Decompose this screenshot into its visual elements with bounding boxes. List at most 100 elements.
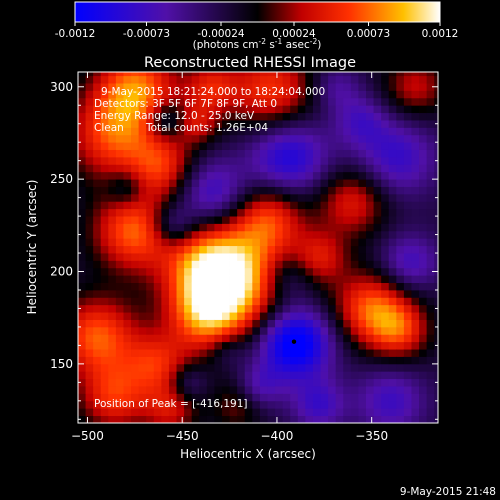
heatmap-cell [358, 363, 367, 372]
heatmap-cell [206, 142, 215, 150]
heatmap-cell [153, 253, 162, 261]
heatmap-cell [267, 186, 276, 195]
heatmap-cell [328, 216, 337, 224]
heatmap-cell [146, 83, 155, 91]
heatmap-cell [343, 386, 352, 394]
heatmap-cell [206, 105, 215, 114]
heatmap-cell [222, 275, 230, 283]
heatmap-cell [222, 230, 230, 239]
peak-position-label: Position of Peak = [-416,191] [94, 398, 248, 410]
heatmap-cell [214, 260, 223, 269]
heatmap-cell [191, 105, 200, 114]
heatmap-cell [78, 97, 86, 106]
heatmap-cell [335, 179, 344, 187]
heatmap-cell [403, 282, 412, 291]
heatmap-cell [335, 408, 344, 417]
heatmap-cell [93, 312, 102, 320]
heatmap-cell [176, 127, 185, 136]
heatmap-cell [108, 216, 117, 224]
heatmap-cell [214, 238, 223, 247]
heatmap-cell [199, 179, 208, 187]
heatmap-cell [146, 142, 155, 150]
heatmap-cell [214, 267, 223, 276]
heatmap-cell [252, 208, 261, 217]
heatmap-cell [153, 267, 162, 276]
heatmap-cell [320, 216, 329, 224]
heatmap-cell [335, 134, 344, 143]
heatmap-cell [138, 179, 147, 187]
heatmap-cell [222, 253, 230, 261]
heatmap-cell [259, 216, 268, 224]
heatmap-cell [373, 253, 382, 261]
heatmap-cell [381, 97, 390, 106]
heatmap-cell [366, 378, 374, 387]
heatmap-cell [199, 378, 208, 387]
heatmap-cell [161, 282, 170, 291]
heatmap-cell [290, 90, 299, 99]
heatmap-cell [350, 164, 359, 173]
heatmap-cell [153, 282, 162, 291]
heatmap-cell [168, 238, 177, 247]
heatmap-cell [411, 334, 420, 343]
heatmap-cell [153, 289, 162, 298]
heatmap-cell [328, 371, 337, 380]
heatmap-cell [108, 171, 117, 180]
heatmap-cell [350, 267, 359, 276]
heatmap-cell [388, 230, 397, 239]
heatmap-cell [434, 260, 438, 269]
heatmap-cell [373, 193, 382, 202]
heatmap-cell [350, 149, 359, 158]
heatmap-cell [366, 223, 374, 232]
heatmap-cell [252, 201, 261, 210]
heatmap-cell [320, 142, 329, 150]
heatmap-cell [222, 72, 230, 77]
heatmap-cell [176, 297, 185, 306]
heatmap-cell [252, 127, 261, 136]
heatmap-cell [123, 97, 132, 106]
heatmap-cell [222, 393, 230, 402]
heatmap-cell [381, 363, 390, 372]
heatmap-cell [373, 371, 382, 380]
heatmap-cell [426, 90, 435, 99]
heatmap-cell [426, 400, 435, 409]
heatmap-cell [358, 179, 367, 187]
heatmap-cell [297, 312, 306, 320]
heatmap-cell [184, 371, 193, 380]
heatmap-cell [403, 245, 412, 254]
heatmap-cell [229, 319, 238, 328]
heatmap-cell [396, 171, 405, 180]
heatmap-cell [161, 142, 170, 150]
heatmap-cell [396, 267, 405, 276]
heatmap-cell [153, 83, 162, 91]
heatmap-cell [206, 289, 215, 298]
heatmap-cell [312, 120, 321, 128]
heatmap-cell [214, 120, 223, 128]
heatmap-cell [426, 245, 435, 254]
heatmap-cell [100, 223, 109, 232]
heatmap-cell [350, 75, 359, 84]
heatmap-cell [214, 297, 223, 306]
heatmap-cell [131, 193, 140, 202]
heatmap-cell [426, 304, 435, 313]
heatmap-cell [214, 83, 223, 91]
heatmap-cell [123, 208, 132, 217]
heatmap-cell [396, 260, 405, 269]
heatmap-cell [388, 415, 397, 423]
heatmap-cell [206, 304, 215, 313]
heatmap-cell [131, 275, 140, 283]
heatmap-cell [373, 238, 382, 247]
heatmap-cell [146, 201, 155, 210]
heatmap-cell [191, 253, 200, 261]
heatmap-cell [108, 304, 117, 313]
heatmap-cell [244, 134, 253, 143]
heatmap-cell [115, 164, 124, 173]
heatmap-cell [206, 349, 215, 357]
heatmap-cell [161, 171, 170, 180]
heatmap-cell [282, 326, 291, 335]
heatmap-cell [168, 112, 177, 121]
heatmap-cell [214, 253, 223, 261]
heatmap-cell [343, 156, 352, 165]
heatmap-cell [297, 386, 306, 394]
heatmap-cell [184, 72, 193, 77]
heatmap-cell [153, 304, 162, 313]
